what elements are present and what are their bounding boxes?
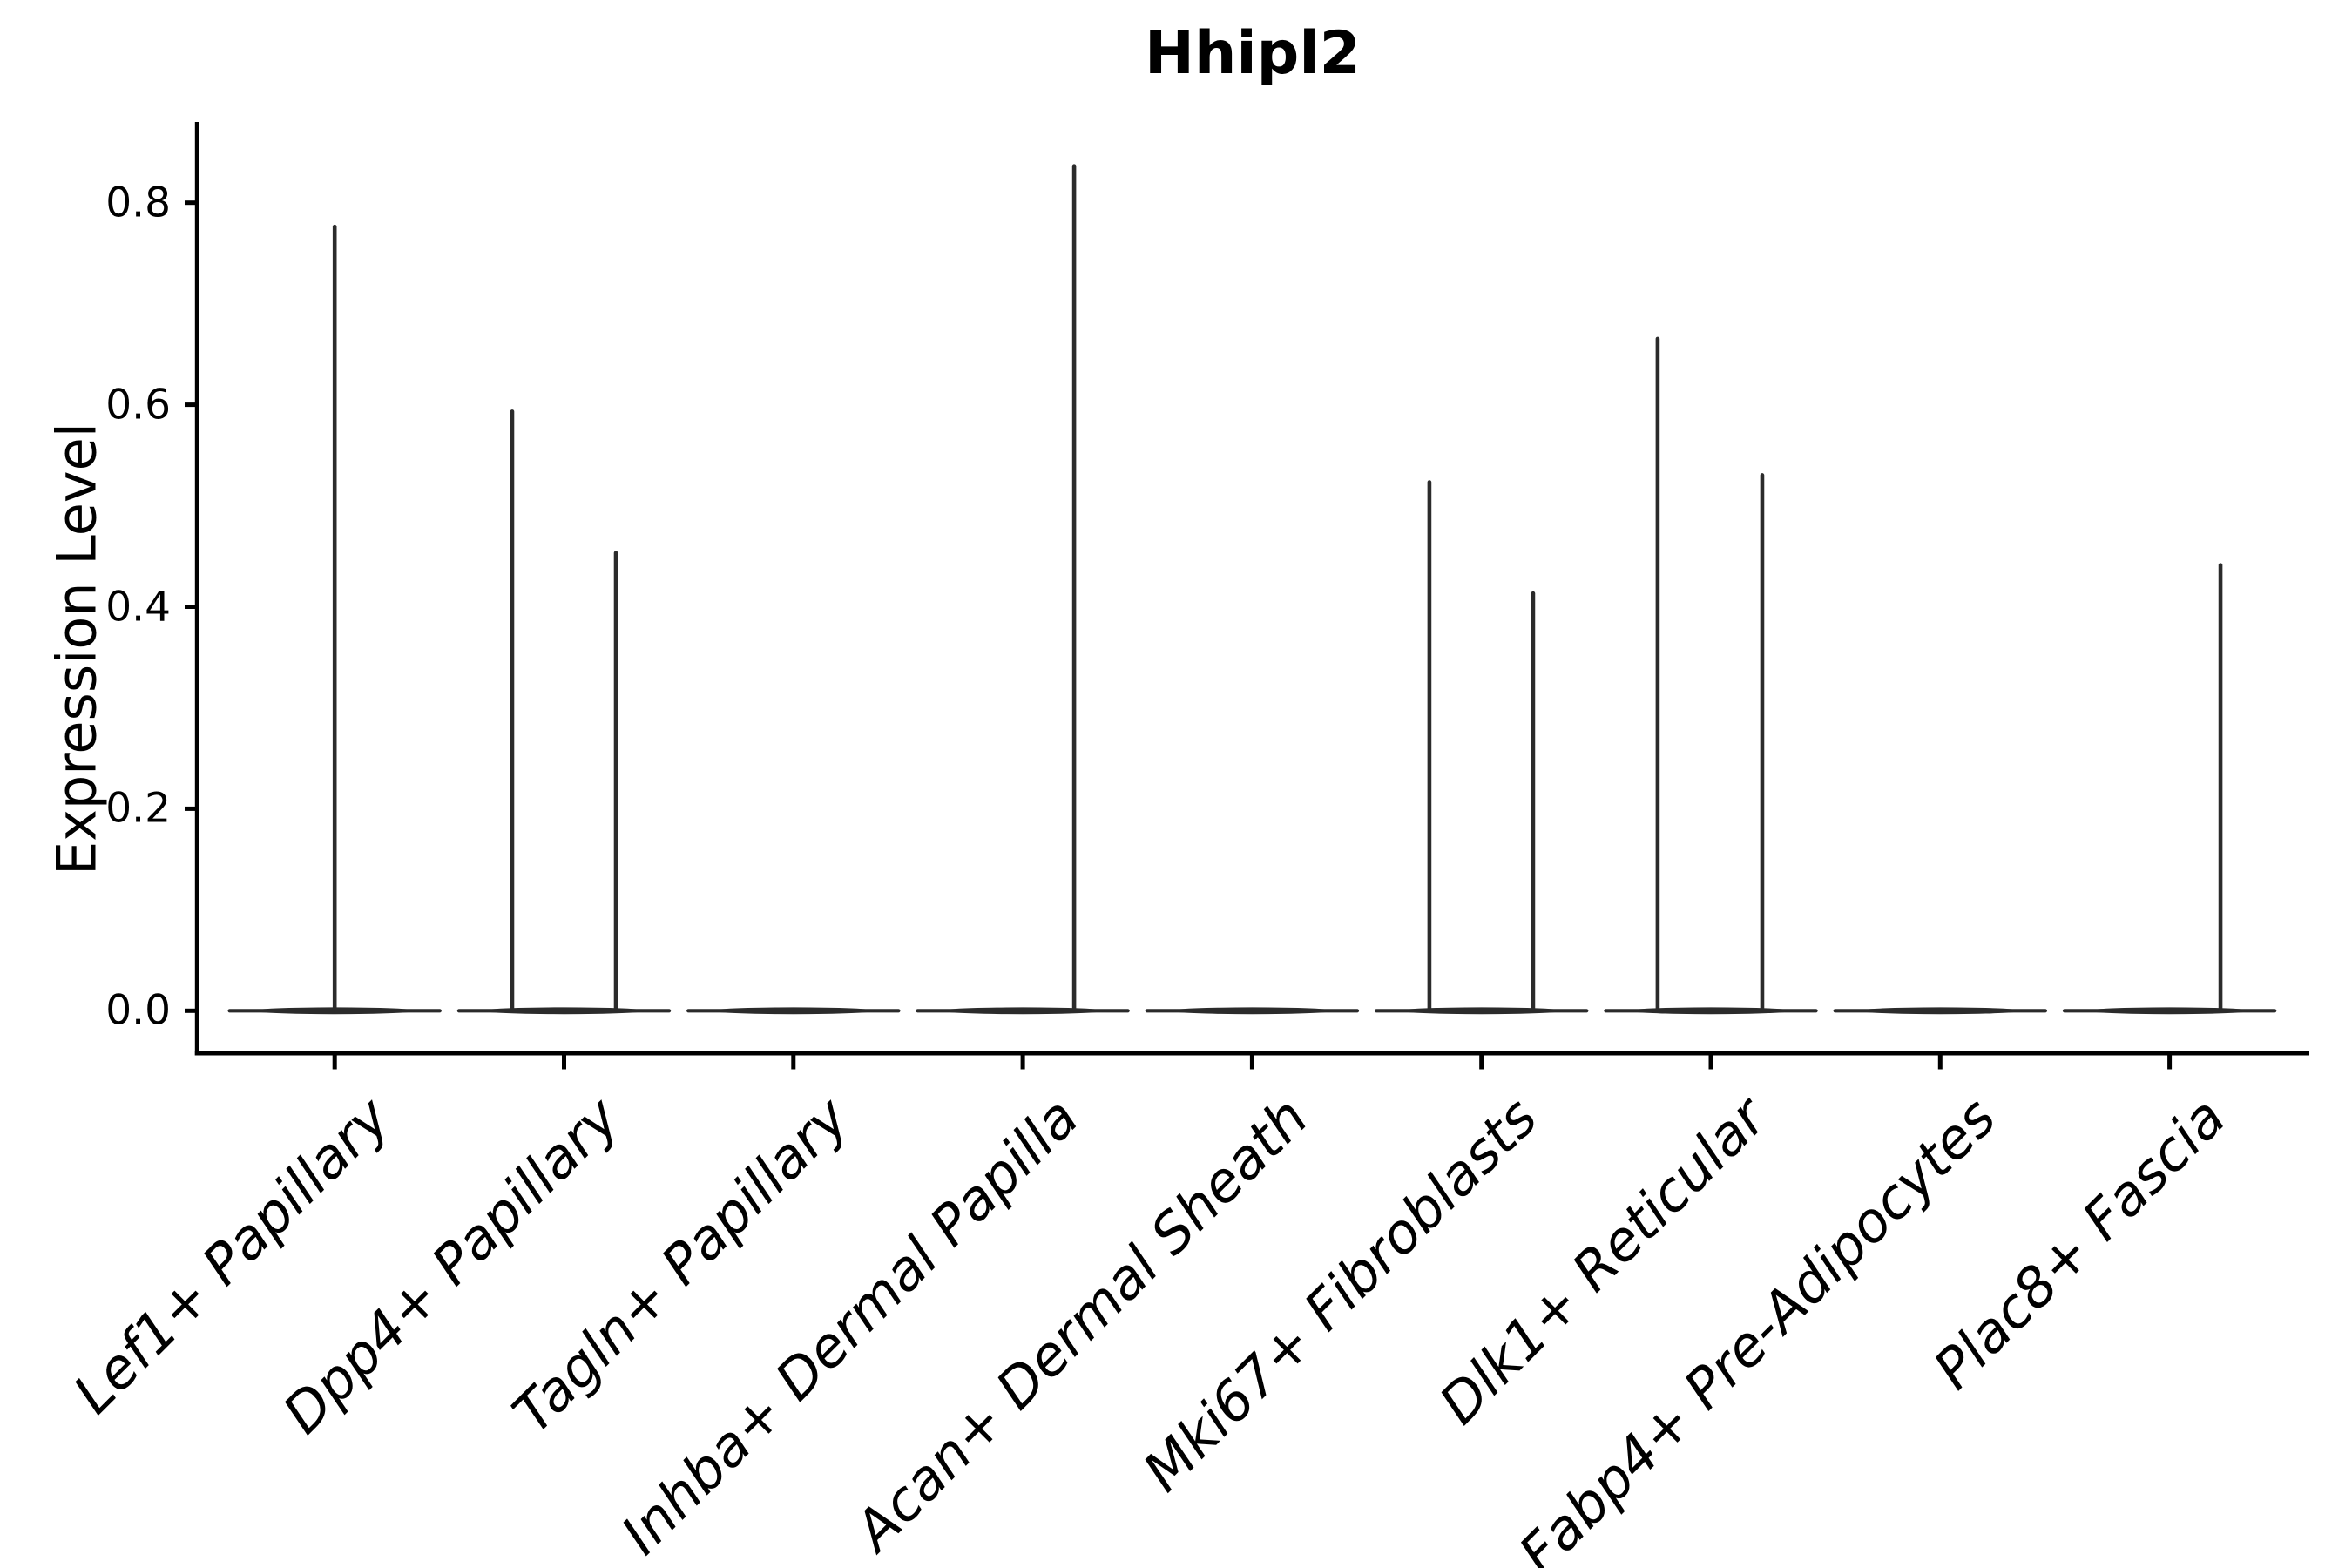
violin-body-bulge: [482, 1007, 646, 1015]
violin-body-bulge: [1170, 1007, 1335, 1015]
y-tick-label: 0.0: [105, 986, 171, 1035]
violin-body-bulge: [1399, 1007, 1564, 1015]
chart-title: Hhipl2: [1145, 19, 1361, 88]
y-axis-title: Expression Level: [44, 422, 109, 875]
violin-body-bulge: [2087, 1007, 2252, 1015]
violin-body-bulge: [1628, 1007, 1794, 1015]
violin-body-bulge: [711, 1007, 875, 1015]
y-tick-label: 0.4: [105, 583, 171, 631]
violin-body-bulge: [941, 1007, 1105, 1015]
violin-body-bulge: [1858, 1007, 2023, 1015]
y-tick-label: 0.8: [105, 179, 171, 227]
y-tick-label: 0.6: [105, 381, 171, 429]
y-tick-label: 0.2: [105, 784, 171, 833]
